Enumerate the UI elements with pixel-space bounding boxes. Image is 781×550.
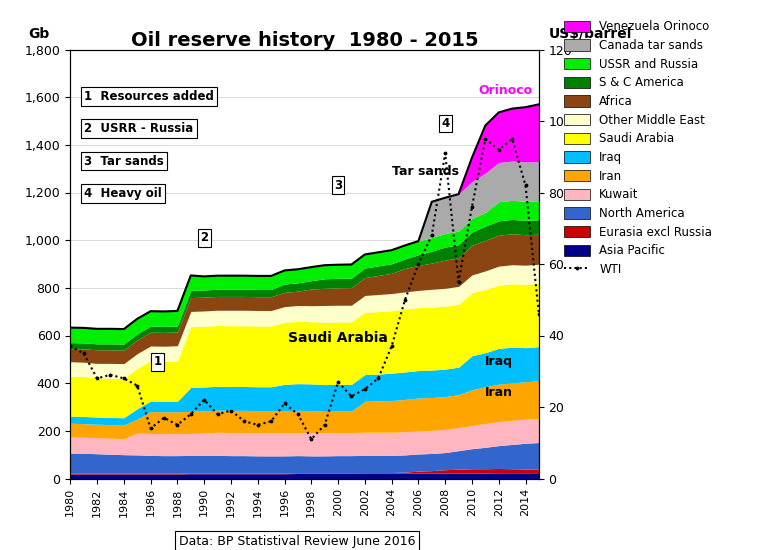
Text: 2: 2 — [200, 232, 209, 244]
Text: Data: BP Statistival Review June 2016: Data: BP Statistival Review June 2016 — [179, 535, 415, 547]
Text: Saudi Arabia: Saudi Arabia — [288, 331, 388, 345]
Text: Iraq: Iraq — [485, 355, 512, 368]
Text: US$/barrel: US$/barrel — [548, 27, 632, 41]
Text: 4  Heavy oil: 4 Heavy oil — [84, 186, 162, 200]
Text: Orinoco: Orinoco — [478, 84, 533, 96]
Text: 3  Tar sands: 3 Tar sands — [84, 155, 164, 168]
Title: Oil reserve history  1980 - 2015: Oil reserve history 1980 - 2015 — [130, 30, 479, 50]
Text: 1  Resources added: 1 Resources added — [84, 90, 214, 103]
Text: 1: 1 — [153, 355, 162, 368]
Text: 4: 4 — [441, 117, 449, 130]
Text: Gb: Gb — [28, 27, 49, 41]
Text: 3: 3 — [334, 179, 342, 192]
Text: Iran: Iran — [485, 386, 512, 399]
Legend: Venezuela Orinoco, Canada tar sands, USSR and Russia, S & C America, Africa, Oth: Venezuela Orinoco, Canada tar sands, USS… — [561, 17, 716, 279]
Text: Tar sands: Tar sands — [391, 164, 458, 178]
Text: 2  USRR - Russia: 2 USRR - Russia — [84, 122, 194, 135]
